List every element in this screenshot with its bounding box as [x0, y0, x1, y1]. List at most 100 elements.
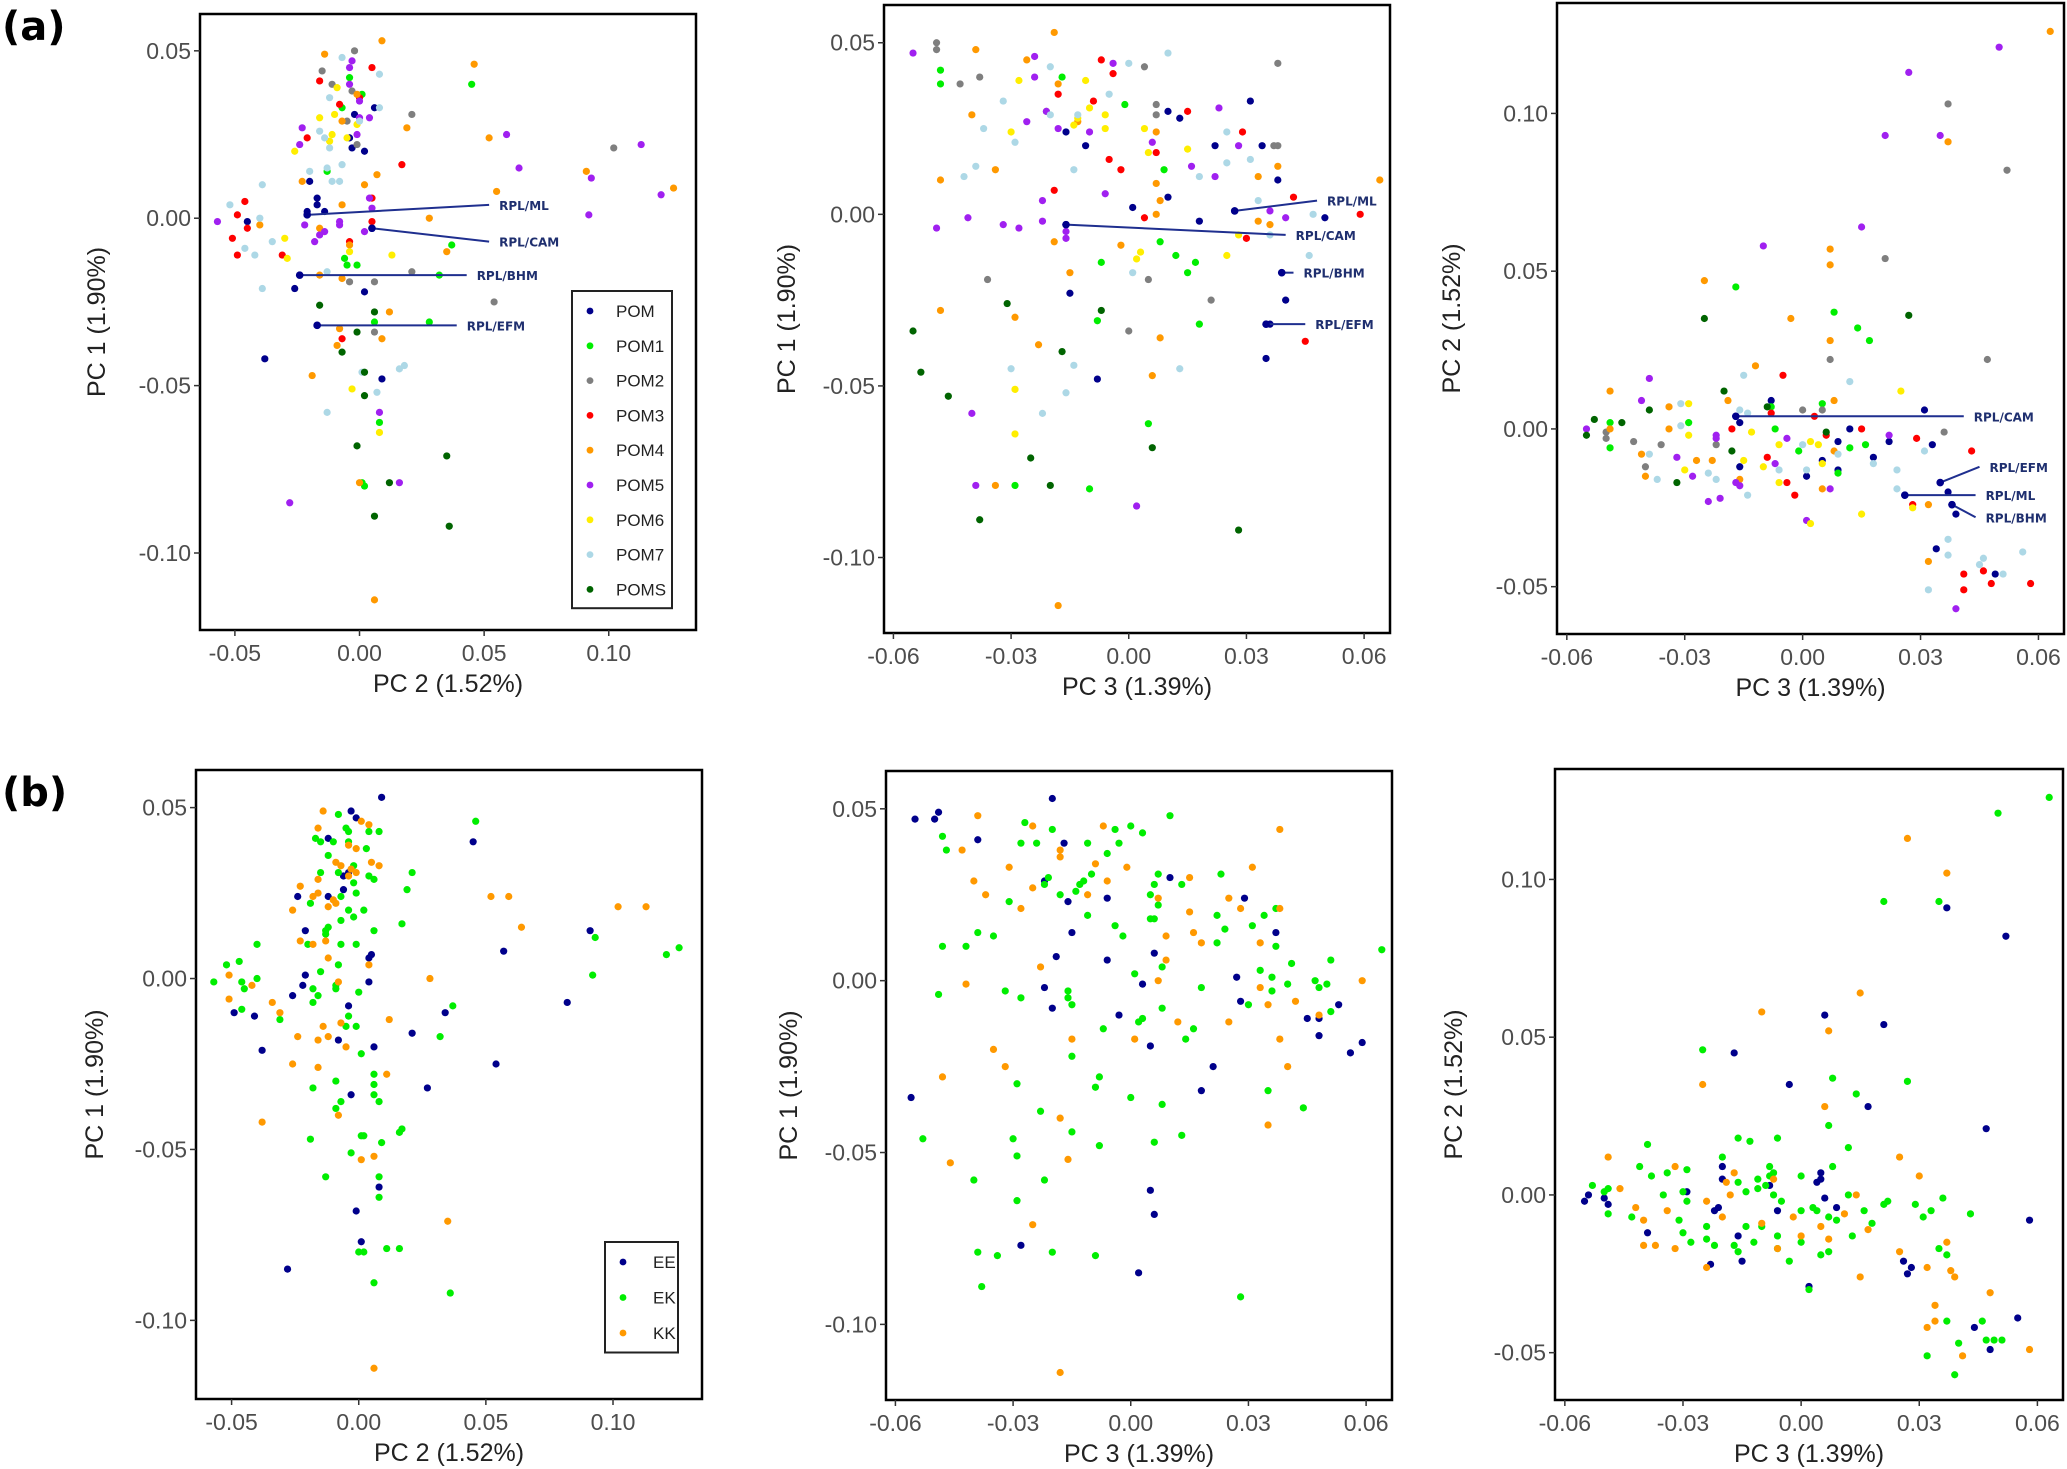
y-tick-label: -0.05 [135, 1136, 187, 1162]
data-point [425, 214, 433, 222]
annotation-rpl-cam: RPL/CAM [1732, 410, 2034, 424]
annotation-line [371, 227, 490, 243]
x-tick-label: 0.05 [462, 640, 507, 666]
data-point [1262, 354, 1270, 363]
data-point [1775, 478, 1783, 487]
annotation-rpl-bhm: RPL/BHM [1277, 267, 1365, 281]
data-point [1291, 997, 1300, 1005]
data-point [1732, 283, 1740, 291]
data-point [365, 194, 374, 202]
data-point [1846, 378, 1854, 386]
legend-label: EK [653, 1289, 676, 1308]
data-point [408, 110, 416, 119]
data-point [1606, 425, 1614, 433]
data-point [1783, 478, 1791, 487]
data-point [1679, 1188, 1687, 1196]
data-point [1327, 1008, 1335, 1016]
data-point [669, 184, 678, 192]
data-point [1268, 987, 1276, 995]
data-point [1164, 193, 1172, 201]
x-tick-label: 0.05 [463, 1409, 508, 1435]
data-point [1865, 336, 1874, 345]
data-point [1931, 1317, 1939, 1325]
data-point [1207, 296, 1215, 304]
data-point [1817, 1251, 1825, 1259]
data-point [1305, 251, 1313, 260]
data-point [343, 261, 351, 269]
data-point [1266, 221, 1274, 229]
data-point [610, 144, 618, 152]
data-point [1797, 1238, 1805, 1246]
data-point [338, 274, 346, 283]
data-point [1924, 501, 1933, 509]
data-point [365, 978, 373, 986]
data-point [347, 1091, 355, 1099]
data-point [1994, 809, 2002, 817]
y-axis-title: PC 2 (1.52%) [1440, 1009, 1468, 1159]
data-point [1923, 1323, 1931, 1332]
data-point [1991, 570, 1999, 578]
data-point [1217, 870, 1225, 878]
data-point [321, 50, 329, 58]
data-point [360, 392, 369, 400]
data-point [2045, 793, 2053, 801]
x-axis-title: PC 3 (1.39%) [1064, 1440, 1214, 1468]
data-point [313, 194, 321, 202]
x-tick-label: 0.00 [1779, 1410, 1824, 1436]
data-point [1771, 425, 1779, 433]
data-point [1013, 1080, 1021, 1088]
data-point [301, 927, 309, 935]
annotation-point [1062, 220, 1070, 229]
data-point [1274, 162, 1282, 170]
data-point [1346, 1049, 1355, 1057]
data-point [368, 63, 376, 72]
data-point [1817, 1169, 1825, 1177]
data-point [938, 942, 947, 950]
data-point [1287, 959, 1296, 968]
data-point [956, 80, 964, 88]
data-point [1825, 1121, 1833, 1130]
data-point [492, 1060, 500, 1068]
data-point [338, 161, 346, 169]
data-point [1223, 251, 1231, 260]
data-point [352, 1022, 360, 1030]
data-point [446, 1289, 454, 1297]
data-point [1017, 1241, 1025, 1249]
data-point [1195, 320, 1203, 328]
y-tick-label: 0.05 [1503, 258, 1548, 284]
data-point [1225, 1018, 1233, 1026]
data-point [1712, 441, 1720, 449]
data-point [1718, 1153, 1726, 1161]
data-point [253, 974, 261, 983]
data-point [1785, 1080, 1793, 1089]
data-point [1775, 466, 1783, 474]
data-point [1236, 997, 1245, 1005]
data-point [360, 228, 369, 236]
data-point [1893, 466, 1901, 474]
data-point [1995, 43, 2003, 51]
data-point [1131, 970, 1139, 978]
data-point [383, 1070, 391, 1078]
data-point [1645, 406, 1653, 414]
data-point [1907, 1263, 1915, 1272]
data-point [1797, 1232, 1805, 1240]
data-point [964, 214, 972, 222]
panel-a2: -0.06 -0.03 0.00 0.03 0.06 -0.10 -0.05 0.00 0.05… [773, 3, 1392, 701]
data-point [1127, 822, 1135, 830]
legend-label: POM6 [616, 511, 664, 530]
data-point [1048, 1248, 1056, 1256]
data-point [1773, 1207, 1782, 1215]
data-point [1282, 214, 1290, 222]
x-axis-title: PC 3 (1.39%) [1062, 673, 1212, 701]
data-point [1131, 1035, 1139, 1043]
y-tick-label: -0.10 [135, 1307, 187, 1333]
data-point [960, 172, 968, 181]
legend-item: POM3 [586, 406, 664, 425]
data-point [1321, 214, 1329, 222]
data-point [1630, 437, 1638, 446]
data-point [1011, 430, 1019, 438]
x-tick-label: -0.06 [869, 1410, 921, 1436]
data-point [1829, 1074, 1837, 1082]
data-point [970, 1176, 978, 1184]
y-axis-title: PC 2 (1.52%) [1438, 243, 1466, 393]
